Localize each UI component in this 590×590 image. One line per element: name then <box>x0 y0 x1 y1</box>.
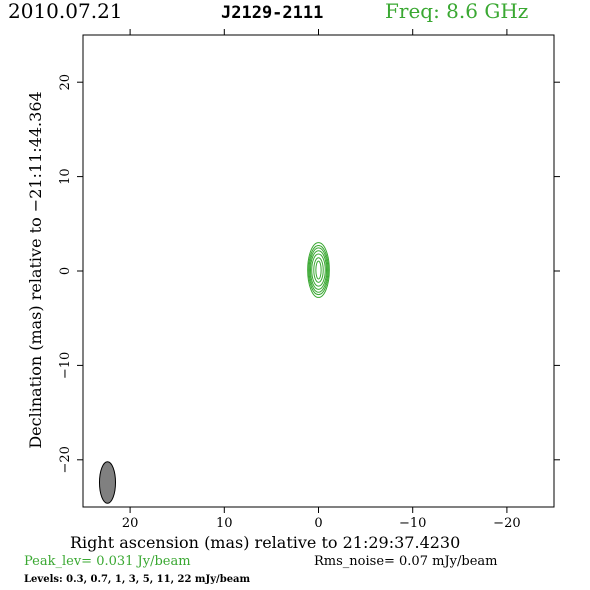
y-tick-label-4: −20 <box>58 446 73 473</box>
rms-noise: Rms_noise= 0.07 mJy/beam <box>314 554 498 569</box>
contour-level-4 <box>311 253 326 287</box>
source-name: J2129-2111 <box>221 3 324 23</box>
x-tick-label-1: 10 <box>216 516 233 531</box>
contour-level-3 <box>309 250 328 290</box>
observation-date: 2010.07.21 <box>8 0 123 23</box>
x-tick-label-4: −20 <box>493 516 520 531</box>
y-tick-label-3: −10 <box>58 352 73 379</box>
contour-level-5 <box>313 257 324 283</box>
peak-level: Peak_lev= 0.031 Jy/beam <box>24 554 191 569</box>
contour-level-6 <box>315 260 322 280</box>
contour-levels: Levels: 0.3, 0.7, 1, 3, 5, 11, 22 mJy/be… <box>24 574 251 585</box>
plot-frame <box>82 34 555 508</box>
beam-layer <box>98 461 116 504</box>
x-tick-label-3: −10 <box>399 516 426 531</box>
x-axis-label: Right ascension (mas) relative to 21:29:… <box>70 533 461 552</box>
contour-level-1 <box>308 245 329 296</box>
source-contours <box>307 242 330 298</box>
y-axis-label: Declination (mas) relative to −21:11:44.… <box>26 91 45 448</box>
frequency-label: Freq: 8.6 GHz <box>385 0 529 23</box>
y-tick-label-0: 20 <box>58 74 73 91</box>
axis-ticks <box>77 29 560 513</box>
contour-level-2 <box>309 247 328 293</box>
tick-labels: 20 10 0 −10 −20 20 10 0 −10 −20 <box>58 74 521 531</box>
contour-level-0 <box>307 242 330 298</box>
x-tick-label-2: 0 <box>314 516 322 531</box>
beam-ellipse <box>98 461 116 504</box>
x-tick-label-0: 20 <box>122 516 139 531</box>
y-tick-label-1: 10 <box>58 168 73 185</box>
y-tick-label-2: 0 <box>58 267 73 275</box>
